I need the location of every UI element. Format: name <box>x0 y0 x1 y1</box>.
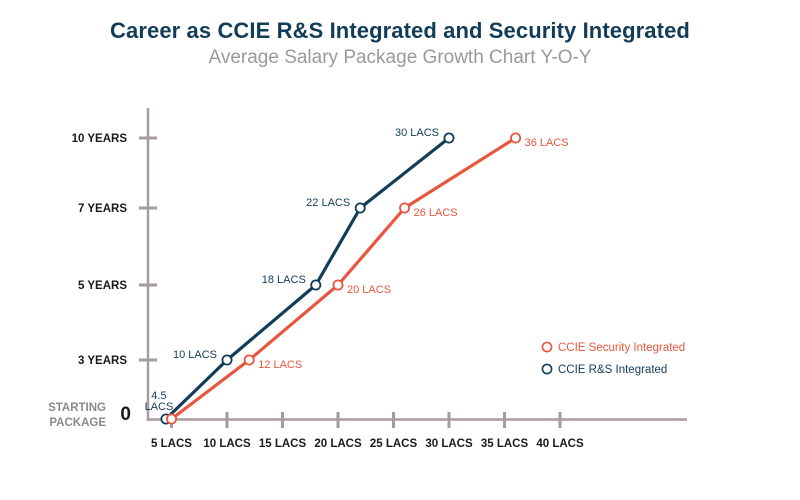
data-point-marker <box>332 279 344 291</box>
data-label: LACS <box>145 401 174 413</box>
data-point-marker <box>243 354 255 366</box>
x-tick-label: 35 LACS <box>481 438 529 450</box>
series-line-ccie-r-s-integrated <box>164 136 450 421</box>
data-point-marker <box>354 202 366 214</box>
data-label: 4.5 <box>151 390 166 402</box>
chart-title: Career as CCIE R&S Integrated and Securi… <box>110 18 690 43</box>
x-tick-label: 5 LACS <box>151 438 192 450</box>
data-label: 12 LACS <box>258 359 302 371</box>
y-tick-label: 10 YEARS <box>72 133 128 145</box>
starting-package-label: PACKAGE <box>49 417 106 429</box>
y-origin-label: 0 <box>120 404 131 425</box>
data-point-marker <box>510 132 522 144</box>
data-point-marker <box>399 202 411 214</box>
data-point-marker <box>443 132 455 144</box>
x-tick-label: 10 LACS <box>203 438 251 450</box>
legend-label: CCIE R&S Integrated <box>558 364 667 376</box>
x-tick-label: 25 LACS <box>370 438 418 450</box>
x-tick-label: 15 LACS <box>259 438 307 450</box>
y-tick-label: 5 YEARS <box>78 280 127 292</box>
data-label: 30 LACS <box>395 127 439 139</box>
x-tick-label: 40 LACS <box>536 438 584 450</box>
legend-label: CCIE Security Integrated <box>558 342 685 354</box>
legend-marker <box>541 341 553 353</box>
legend-marker <box>541 363 553 375</box>
data-label: 10 LACS <box>173 349 217 361</box>
data-label: 22 LACS <box>306 197 350 209</box>
data-point-marker <box>165 413 177 425</box>
starting-package-label: STARTING <box>48 402 106 414</box>
data-label: 26 LACS <box>414 207 458 219</box>
x-tick-label: 20 LACS <box>314 438 362 450</box>
y-tick-label: 7 YEARS <box>78 203 127 215</box>
chart-subtitle: Average Salary Package Growth Chart Y-O-… <box>208 47 592 68</box>
data-point-marker <box>221 354 233 366</box>
data-label: 18 LACS <box>262 274 306 286</box>
series-line-ccie-security-integrated <box>170 136 517 421</box>
data-point-marker <box>310 279 322 291</box>
data-label: 36 LACS <box>525 137 569 149</box>
y-tick-label: 3 YEARS <box>78 355 127 367</box>
x-tick-label: 30 LACS <box>425 438 473 450</box>
data-label: 20 LACS <box>347 284 391 296</box>
